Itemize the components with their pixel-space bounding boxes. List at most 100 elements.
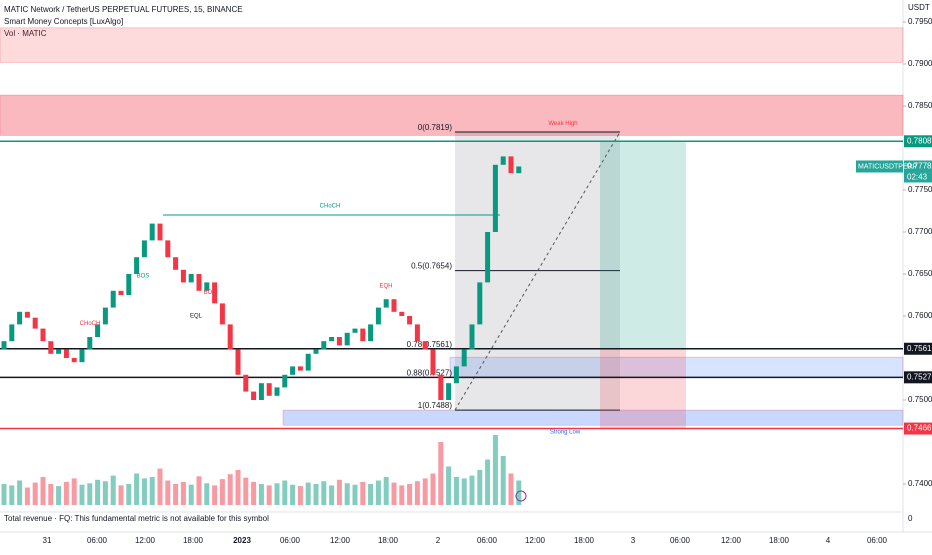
volume-bar	[32, 482, 38, 505]
annotation: CHoCH	[320, 204, 341, 210]
candle	[290, 366, 296, 375]
candle	[492, 164, 498, 232]
time-label: 06:00	[280, 536, 301, 545]
candle	[297, 366, 303, 371]
price-badge-label: 0.7808	[907, 136, 932, 145]
volume-bar	[446, 466, 452, 505]
candle	[516, 166, 522, 174]
annotation: Strong Low	[550, 429, 581, 435]
annotation: BOS	[204, 290, 217, 296]
time-label: 06:00	[670, 536, 691, 545]
volume-bar	[87, 483, 93, 505]
volume-bar	[134, 473, 140, 505]
volume-bar	[407, 484, 413, 505]
volume-bar	[165, 480, 171, 505]
candle	[149, 223, 155, 241]
candle	[141, 240, 147, 258]
candle	[422, 341, 428, 350]
annotation: EQL	[190, 314, 203, 320]
candle	[407, 316, 413, 325]
price-tick-label: 0.7600	[908, 311, 932, 320]
zone	[0, 27, 904, 63]
volume-bar	[204, 483, 210, 505]
volume-bar	[118, 485, 124, 505]
candle	[87, 337, 93, 350]
volume-bar	[258, 484, 264, 505]
zone	[282, 409, 904, 426]
candle	[266, 383, 272, 396]
fib-label: 0(0.7819)	[418, 123, 453, 132]
candle	[63, 349, 69, 358]
footer-note: Total revenue · FQ: This fundamental met…	[4, 514, 269, 523]
candle	[414, 324, 420, 342]
candle	[48, 341, 54, 354]
candle	[399, 311, 405, 316]
volume-bar	[485, 459, 491, 505]
volume-bar	[282, 480, 288, 505]
candle	[391, 299, 397, 312]
candle	[375, 307, 381, 325]
volume-bar	[48, 484, 54, 505]
time-label: 18:00	[574, 536, 595, 545]
volume-bar	[266, 485, 272, 505]
candle	[165, 240, 171, 258]
volume-bar	[430, 473, 436, 505]
volume-bar	[438, 442, 444, 505]
volume-bar	[196, 476, 202, 505]
price-badge	[904, 135, 932, 148]
volume-bar	[157, 468, 163, 505]
candle	[329, 337, 335, 342]
volume-bar	[305, 482, 311, 505]
candle	[79, 349, 85, 363]
volume-bar	[40, 477, 46, 505]
volume-title: Vol · MATIC	[4, 29, 47, 38]
candle	[461, 349, 467, 367]
candle	[173, 257, 179, 270]
candle	[56, 349, 62, 354]
volume-bar	[508, 473, 514, 505]
volume-bar	[297, 486, 303, 505]
fib-label: 0.78(0.7561)	[407, 340, 453, 349]
volume-bar	[274, 483, 280, 505]
candle	[1, 341, 7, 350]
time-label: 12:00	[525, 536, 546, 545]
candle	[251, 391, 257, 400]
time-label: 2023	[233, 536, 251, 545]
candle	[508, 156, 514, 174]
volume-bar	[375, 480, 381, 505]
annotation: CHoCH	[80, 321, 101, 327]
volume-bar	[516, 480, 522, 505]
price-badge	[904, 371, 932, 384]
price-badge	[904, 422, 932, 435]
volume-bar	[1, 484, 7, 505]
volume-bar	[126, 484, 132, 505]
volume-bar	[63, 481, 69, 505]
volume-bar	[180, 481, 186, 505]
time-label: 06:00	[867, 536, 888, 545]
volume-bar	[313, 484, 319, 505]
time-label: 12:00	[721, 536, 742, 545]
price-tick-label: 0.7400	[908, 479, 932, 488]
volume-bar	[24, 487, 30, 505]
price-tick-label: 0.7650	[908, 269, 932, 278]
volume-bar	[469, 475, 475, 505]
price-tick-label: 0.7700	[908, 227, 932, 236]
volume-bar	[453, 477, 459, 505]
volume-bar	[414, 481, 420, 505]
candle	[313, 349, 319, 354]
candle	[110, 290, 116, 308]
candle	[24, 311, 30, 318]
candle	[360, 328, 366, 342]
candle	[188, 274, 194, 283]
volume-bar	[173, 484, 179, 505]
volume-bar	[243, 477, 249, 505]
countdown-badge	[904, 172, 932, 183]
candle	[383, 299, 389, 308]
time-label: 2	[436, 536, 441, 545]
volume-bar	[391, 482, 397, 505]
candle	[368, 324, 374, 342]
price-tick-label: 0.7750	[908, 185, 932, 194]
candle	[344, 332, 350, 346]
candle	[258, 383, 264, 400]
